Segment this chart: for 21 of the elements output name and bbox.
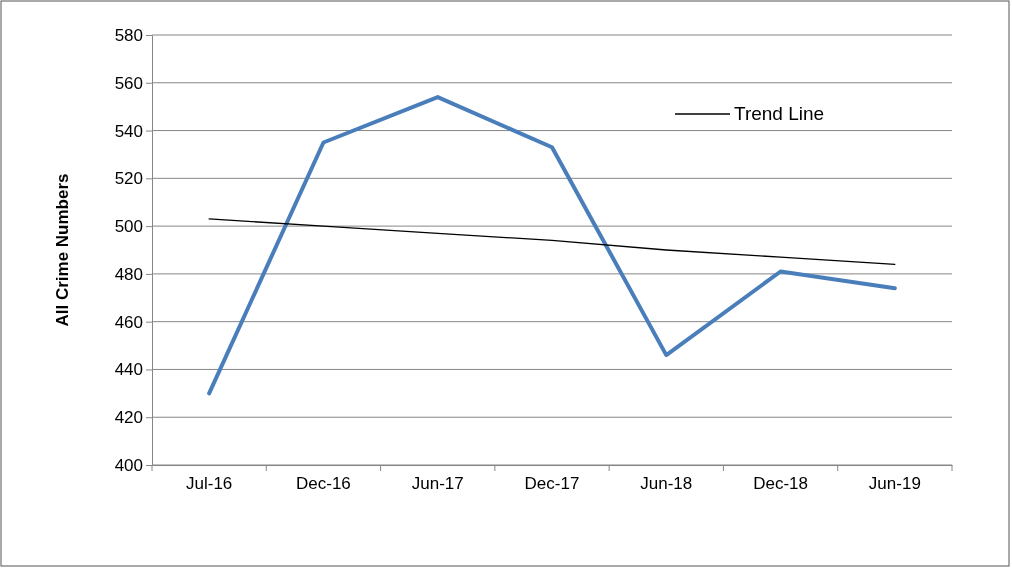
y-tick-label: 520 <box>114 169 143 189</box>
y-tick-label: 580 <box>114 25 143 45</box>
line-series <box>207 95 897 396</box>
y-tick-label: 540 <box>114 121 143 141</box>
x-tick-label: Jun-19 <box>868 474 921 494</box>
y-tick-label: 480 <box>114 264 143 284</box>
y-tick-label: 440 <box>114 360 143 380</box>
x-tick-label: Jun-17 <box>411 474 464 494</box>
y-tick-label: 420 <box>114 408 143 428</box>
y-tick-label: 560 <box>114 73 143 93</box>
x-tick-label: Dec-16 <box>296 474 351 494</box>
legend-label: Trend Line <box>734 103 825 124</box>
x-tick-label: Jul-16 <box>185 474 233 494</box>
x-tick-label: Jun-18 <box>640 474 693 494</box>
line-series <box>208 218 896 265</box>
y-axis-title: All Crime Numbers <box>53 173 72 327</box>
x-tick-label: Dec-18 <box>753 474 808 494</box>
y-tick-label: 460 <box>114 312 143 332</box>
x-tick-label: Dec-17 <box>524 474 580 494</box>
y-tick-label: 400 <box>114 455 143 475</box>
y-tick-label: 500 <box>114 217 143 237</box>
